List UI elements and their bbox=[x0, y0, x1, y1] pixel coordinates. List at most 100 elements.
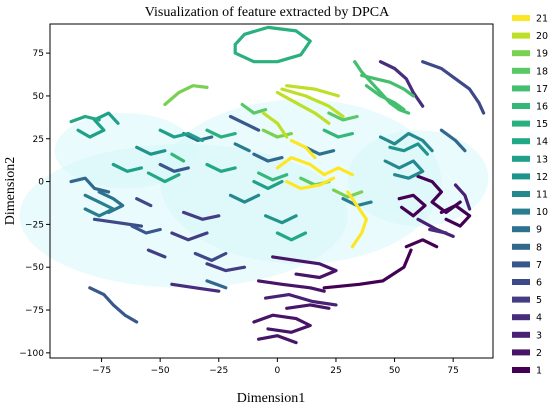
legend-label-8: 8 bbox=[536, 242, 542, 253]
series-20-curve bbox=[280, 87, 345, 119]
series-9-curve bbox=[303, 145, 336, 156]
series-9-curve bbox=[97, 190, 125, 214]
legend-label-18: 18 bbox=[536, 66, 548, 77]
y-axis-label: Dimension2 bbox=[3, 157, 18, 225]
series-20-curve bbox=[275, 90, 331, 125]
series-11-curve bbox=[378, 132, 434, 153]
legend-label-19: 19 bbox=[536, 49, 548, 60]
series-20-curve bbox=[261, 111, 289, 139]
glow-region bbox=[347, 130, 489, 227]
legend-swatch-18 bbox=[512, 67, 530, 74]
series-19-curve bbox=[332, 188, 364, 199]
y-tick-label: −100 bbox=[19, 349, 44, 359]
legend-label-20: 20 bbox=[536, 31, 548, 42]
series-2-curve bbox=[271, 255, 338, 280]
series-2-curve bbox=[252, 313, 312, 334]
series-14-curve bbox=[146, 171, 181, 184]
series-1-curve bbox=[322, 248, 413, 290]
y-axis-ticks: −100 −75 −50 −25 0 25 50 75 bbox=[19, 49, 50, 359]
legend-label-14: 14 bbox=[536, 137, 548, 148]
series-10-curve bbox=[83, 193, 115, 218]
series-13-curve bbox=[158, 128, 204, 143]
series-16-curve bbox=[322, 128, 354, 139]
legend-label-4: 4 bbox=[536, 313, 542, 324]
legend-label-6: 6 bbox=[536, 278, 542, 289]
series-4-curve bbox=[428, 227, 448, 235]
series-21-curve bbox=[285, 176, 336, 190]
series-13-curve bbox=[111, 162, 143, 173]
x-tick-label: −50 bbox=[151, 366, 170, 376]
legend-swatch-21 bbox=[512, 15, 530, 21]
legend-swatch-9 bbox=[512, 226, 530, 233]
x-tick-label: −25 bbox=[209, 366, 228, 376]
x-tick-label: 25 bbox=[330, 366, 341, 376]
legend-swatch-20 bbox=[512, 32, 530, 39]
y-tick-label: −50 bbox=[25, 263, 44, 273]
glow-region bbox=[160, 99, 442, 264]
series-18-curve bbox=[327, 111, 359, 122]
series-21-curve bbox=[346, 190, 368, 249]
series-12-curve bbox=[264, 214, 298, 225]
series-11-curve bbox=[228, 193, 261, 204]
series-1-curve bbox=[404, 238, 439, 249]
x-tick-label: 0 bbox=[274, 366, 280, 376]
series-1-curve bbox=[397, 193, 427, 218]
legend-label-9: 9 bbox=[536, 225, 542, 236]
series-18-curve bbox=[240, 102, 268, 115]
series-5-curve bbox=[205, 262, 247, 273]
series-14-curve bbox=[69, 114, 101, 124]
x-tick-label: 50 bbox=[389, 366, 401, 376]
legend-label-5: 5 bbox=[536, 295, 542, 306]
series-3-curve bbox=[264, 293, 338, 307]
series-7-curve bbox=[130, 224, 162, 235]
legend-swatch-19 bbox=[512, 50, 530, 57]
series-17-curve bbox=[353, 60, 411, 115]
series-15-curve bbox=[233, 25, 312, 64]
series-5-curve bbox=[182, 210, 221, 221]
legend-swatch-10 bbox=[512, 208, 530, 215]
series-8-curve bbox=[69, 176, 111, 194]
y-tick-label: 0 bbox=[38, 178, 44, 188]
legend-label-21: 21 bbox=[536, 14, 548, 25]
series-6-curve bbox=[193, 251, 228, 262]
y-tick-label: −75 bbox=[25, 306, 44, 316]
series-7-curve bbox=[88, 286, 139, 324]
series-2-curve bbox=[257, 334, 298, 345]
y-tick-label: −25 bbox=[25, 220, 44, 230]
y-tick-label: 50 bbox=[33, 92, 45, 102]
series-4-curve bbox=[378, 60, 425, 108]
series-curves bbox=[69, 25, 486, 345]
y-tick-label: 75 bbox=[33, 49, 44, 59]
legend-label-10: 10 bbox=[536, 207, 548, 218]
legend-label-7: 7 bbox=[536, 260, 542, 271]
series-17-curve bbox=[360, 73, 415, 98]
series-21-curve bbox=[275, 156, 354, 177]
series-8-curve bbox=[205, 279, 228, 290]
series-11-curve bbox=[383, 159, 425, 180]
series-5-curve bbox=[146, 248, 167, 259]
series-16-curve bbox=[257, 171, 289, 182]
series-8-curve bbox=[439, 128, 467, 153]
series-6-curve bbox=[92, 217, 143, 228]
legend-swatch-16 bbox=[512, 103, 530, 109]
x-tick-label: 75 bbox=[447, 366, 458, 376]
series-8-curve bbox=[252, 152, 284, 163]
x-axis-ticks: −75 −50 −25 0 25 50 75 bbox=[92, 358, 459, 376]
chart-title: Visualization of feature extracted by DP… bbox=[145, 5, 390, 20]
legend-swatch-4 bbox=[512, 314, 530, 321]
legend-label-15: 15 bbox=[536, 119, 548, 130]
series-10-curve bbox=[233, 142, 251, 153]
legend-label-3: 3 bbox=[536, 330, 542, 341]
series-2-curve bbox=[285, 303, 331, 310]
series-12-curve bbox=[388, 142, 429, 156]
series-20-curve bbox=[285, 84, 340, 98]
series-7-curve bbox=[228, 114, 261, 132]
legend-swatch-12 bbox=[512, 173, 530, 180]
legend-label-2: 2 bbox=[536, 348, 542, 359]
legend-label-17: 17 bbox=[536, 84, 548, 95]
series-3-curve bbox=[453, 183, 472, 211]
legend-swatch-15 bbox=[512, 120, 530, 127]
legend-label-16: 16 bbox=[536, 102, 548, 113]
series-21-curve bbox=[289, 138, 317, 160]
